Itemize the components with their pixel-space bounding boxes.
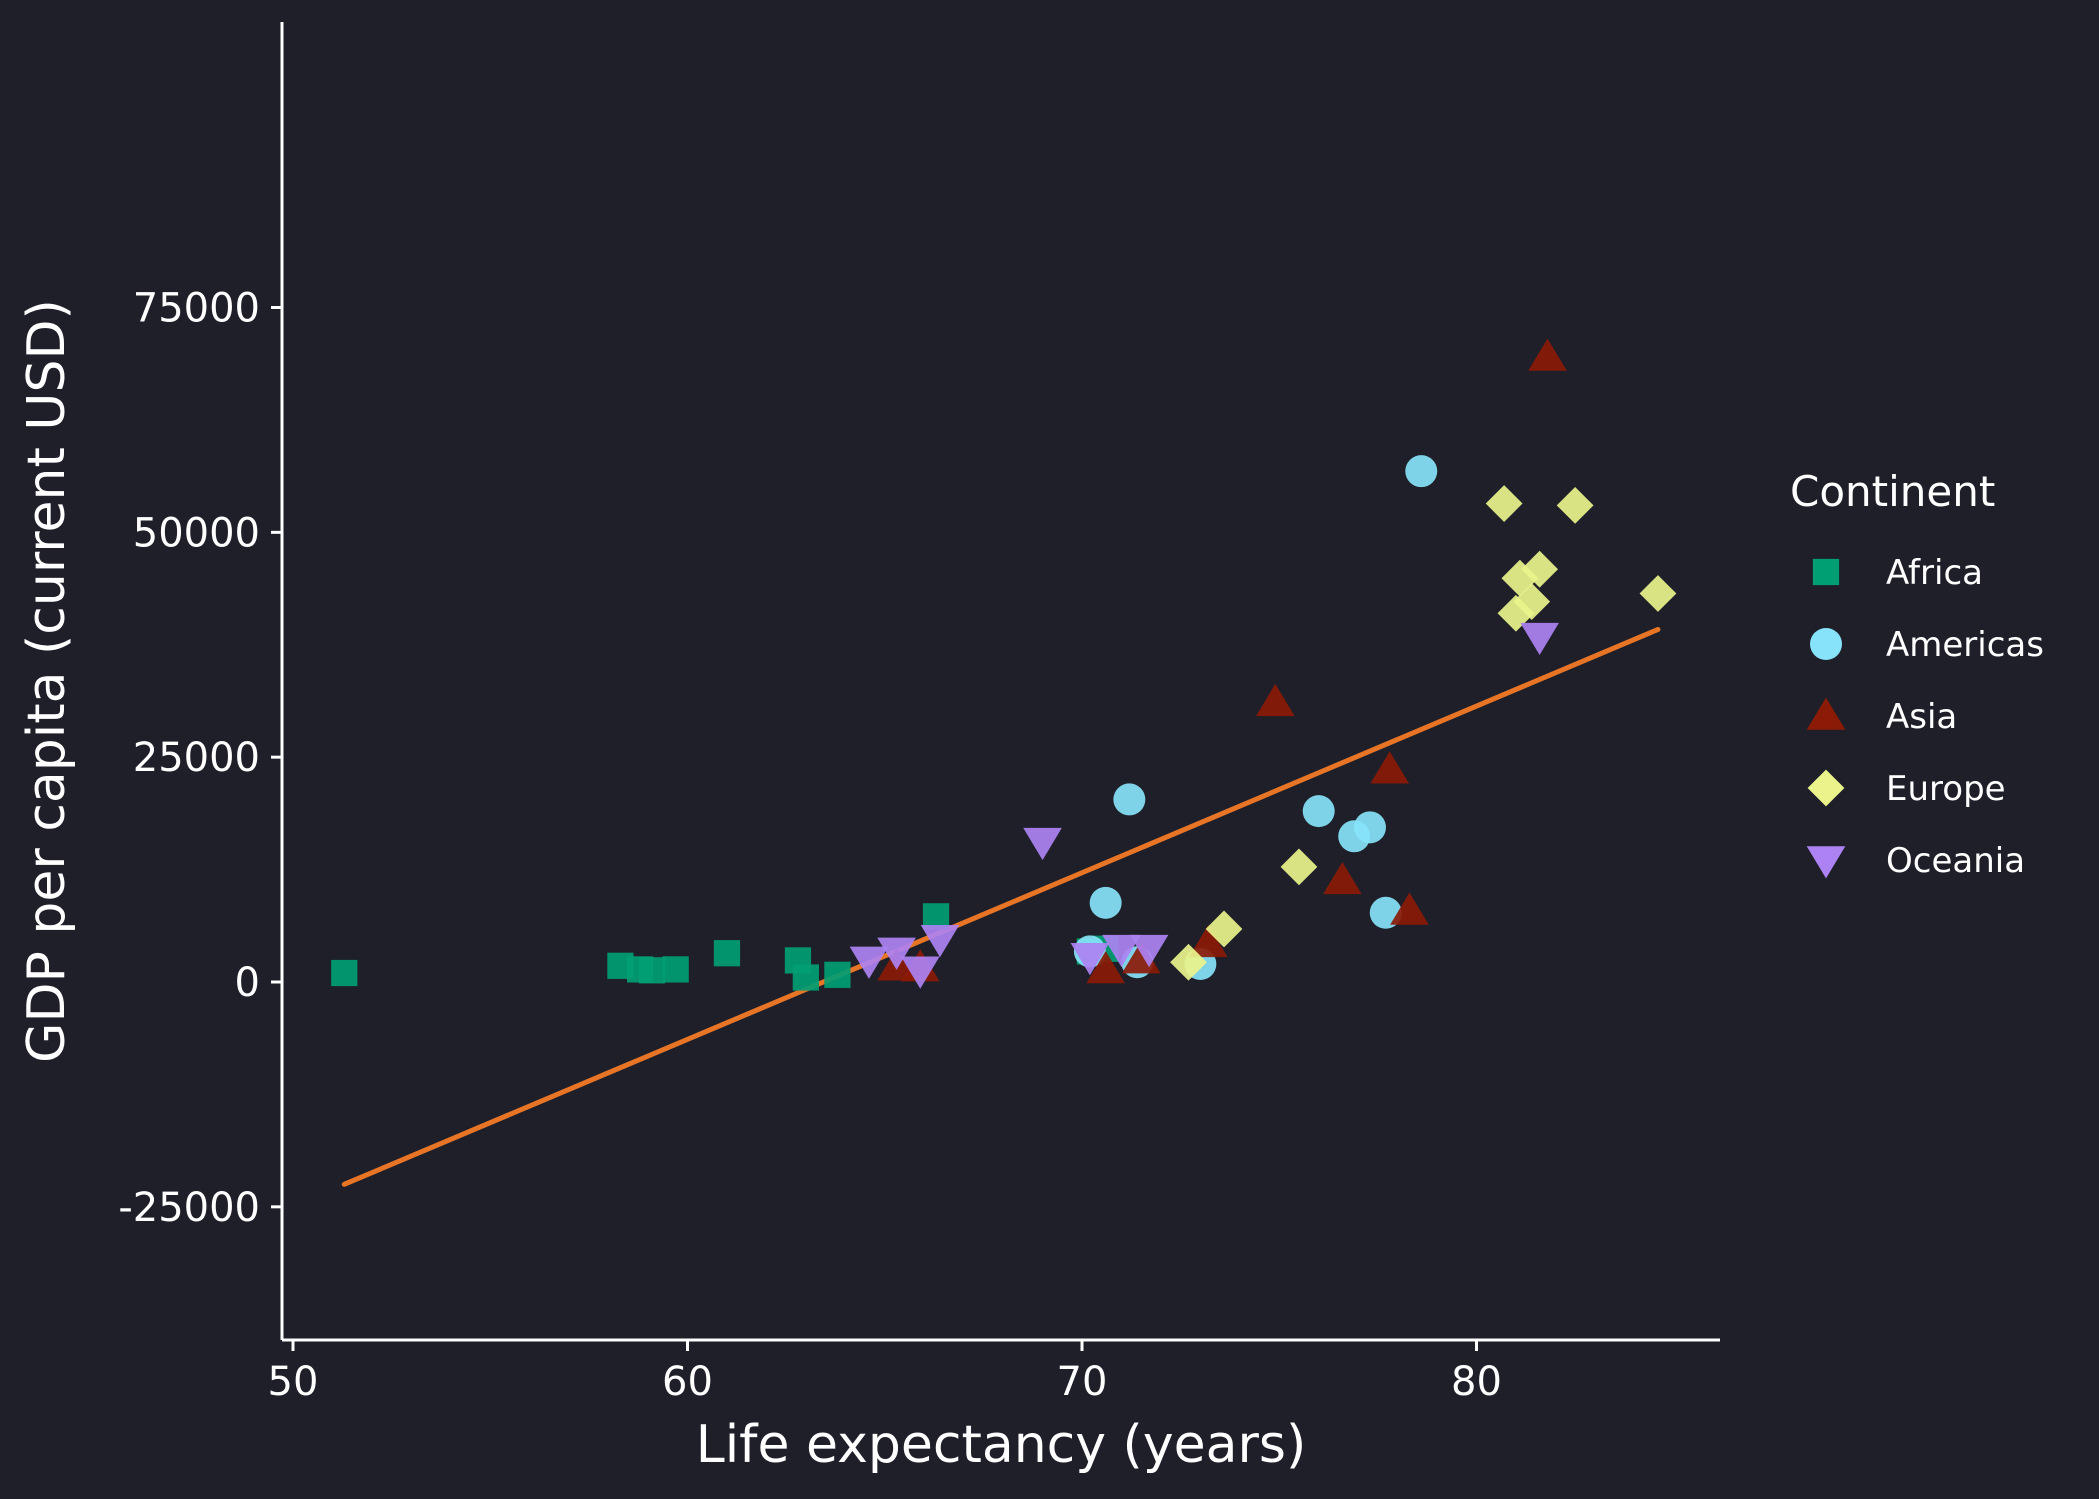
legend-key-europe xyxy=(1807,769,1845,807)
point-asia xyxy=(1528,338,1567,371)
axes: 50 60 70 80 -25000 0 25000 50000 75000 xyxy=(118,22,1720,1405)
x-axis-title: Life expectancy (years) xyxy=(696,1415,1306,1475)
points-layer xyxy=(331,338,1677,991)
legend-label-europe: Europe xyxy=(1886,769,2006,809)
point-europe xyxy=(1639,575,1677,612)
legend: Continent Africa Americas Asia Europe Oceani… xyxy=(1790,467,2044,881)
point-asia xyxy=(1086,951,1125,984)
point-asia xyxy=(1390,892,1429,925)
legend-key-africa xyxy=(1812,558,1840,586)
point-asia xyxy=(1121,941,1161,974)
point-asia xyxy=(1323,861,1362,895)
point-oceania xyxy=(1023,827,1062,861)
point-americas xyxy=(1113,783,1146,816)
point-asia xyxy=(1370,751,1410,784)
point-oceania xyxy=(1070,943,1110,976)
point-europe xyxy=(1170,943,1207,981)
legend-key-oceania xyxy=(1806,846,1846,879)
legend-title: Continent xyxy=(1790,467,1995,516)
series-europe xyxy=(1170,485,1677,981)
point-asia xyxy=(1188,924,1228,958)
point-americas xyxy=(1338,820,1371,853)
legend-label-americas: Americas xyxy=(1886,625,2044,665)
point-africa xyxy=(662,956,689,983)
point-americas xyxy=(1302,795,1335,828)
point-africa xyxy=(824,961,851,988)
trend-line-layer xyxy=(341,626,1661,1187)
y-tick-label: 0 xyxy=(235,960,260,1006)
point-africa xyxy=(792,964,819,991)
legend-key-asia xyxy=(1806,697,1846,730)
point-europe xyxy=(1556,486,1594,524)
legend-label-asia: Asia xyxy=(1886,697,1957,737)
point-oceania xyxy=(1520,622,1559,656)
point-africa xyxy=(638,957,666,984)
point-asia xyxy=(1255,683,1295,717)
point-europe xyxy=(1205,910,1243,948)
legend-label-oceania: Oceania xyxy=(1886,841,2025,881)
series-africa xyxy=(331,903,1119,991)
point-oceania xyxy=(1102,934,1141,968)
x-tick-label: 80 xyxy=(1451,1359,1502,1405)
point-oceania xyxy=(920,925,960,958)
point-europe xyxy=(1280,848,1318,886)
y-tick-label: 25000 xyxy=(133,735,260,781)
legend-key-americas xyxy=(1810,628,1842,660)
series-oceania xyxy=(849,622,1559,989)
y-tick-label: 50000 xyxy=(133,510,260,556)
x-tick-label: 70 xyxy=(1057,1359,1108,1405)
point-europe xyxy=(1485,485,1523,522)
point-americas xyxy=(1089,886,1122,919)
point-oceania xyxy=(877,937,916,970)
series-asia xyxy=(877,338,1567,984)
y-tick-label: 75000 xyxy=(133,286,260,332)
point-europe xyxy=(1497,594,1535,632)
point-oceania xyxy=(900,956,940,989)
y-tick-label: -25000 xyxy=(118,1185,260,1231)
legend-label-africa: Africa xyxy=(1886,553,1983,593)
y-axis-title: GDP per capita (current USD) xyxy=(17,299,77,1063)
series-americas xyxy=(1073,455,1438,981)
point-africa xyxy=(331,959,358,987)
point-europe xyxy=(1521,550,1559,588)
point-americas xyxy=(1405,455,1438,488)
trend-line xyxy=(341,626,1661,1187)
point-africa xyxy=(713,940,741,967)
x-tick-label: 50 xyxy=(268,1359,319,1405)
point-oceania xyxy=(849,946,889,979)
point-oceania xyxy=(1129,934,1169,968)
x-tick-label: 60 xyxy=(662,1359,713,1405)
